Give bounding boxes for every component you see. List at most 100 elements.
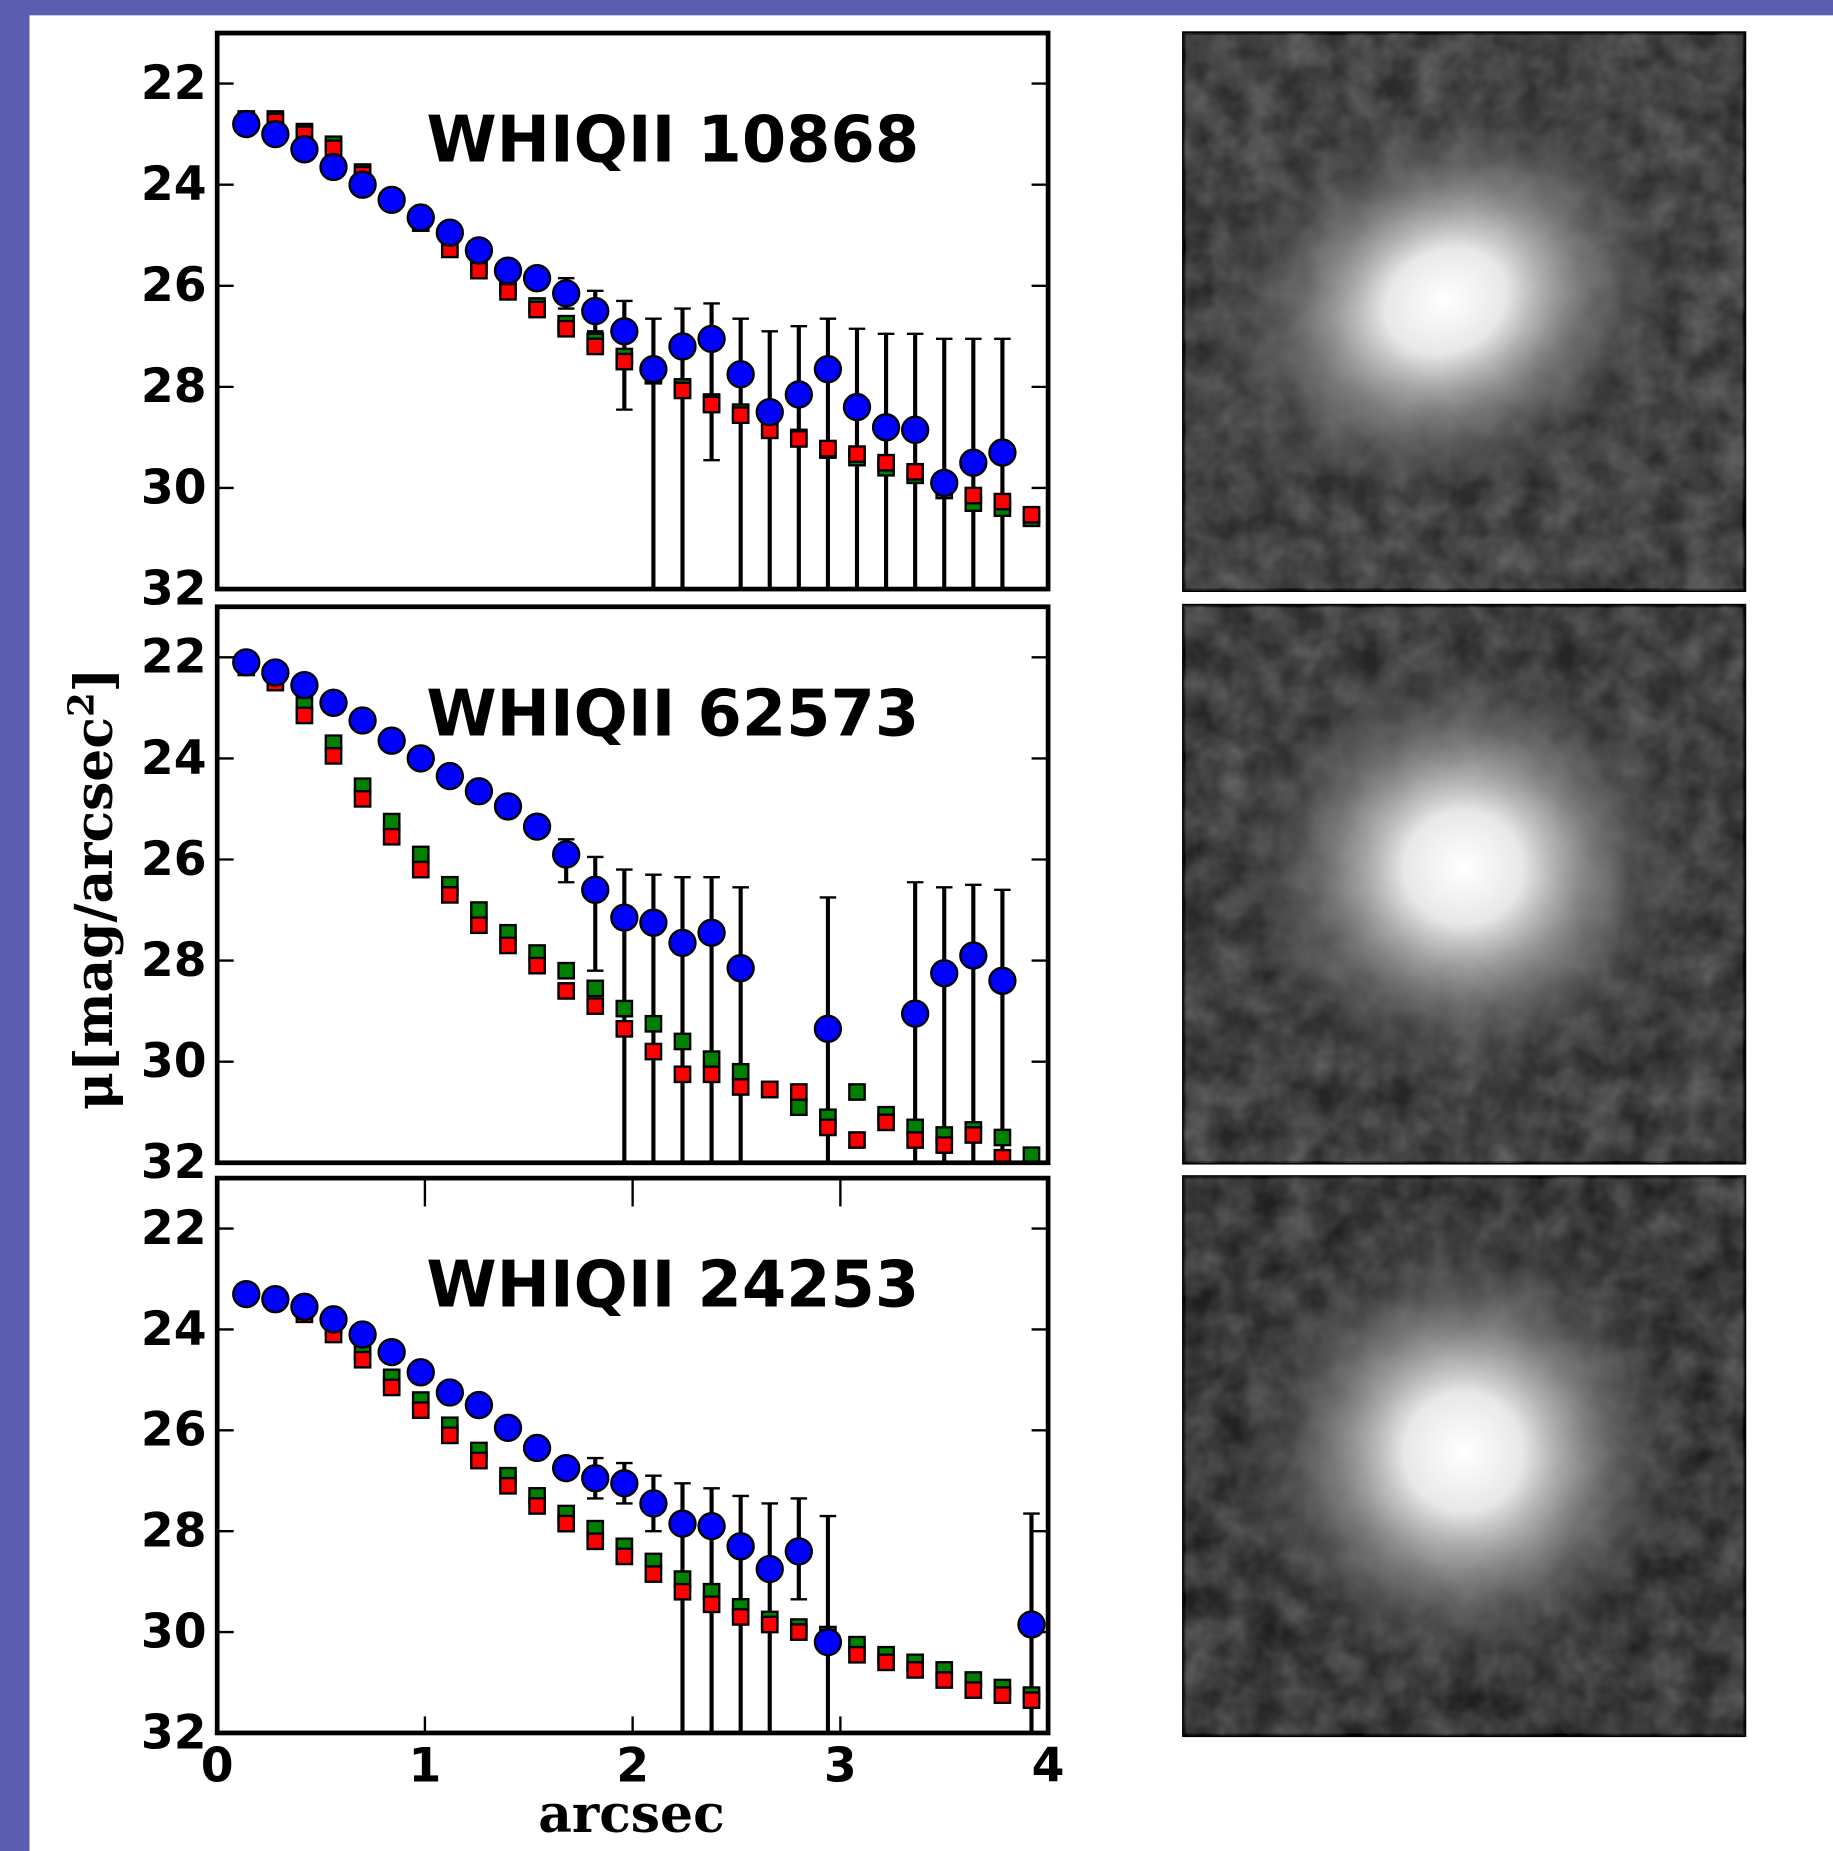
y-tick-label: 24 xyxy=(141,157,207,212)
point xyxy=(842,392,872,422)
point xyxy=(470,1451,488,1470)
y-tick-label: 32 xyxy=(141,1705,207,1760)
error-bar xyxy=(877,332,895,590)
point xyxy=(470,916,488,935)
y-tick-label: 32 xyxy=(141,1135,207,1190)
point xyxy=(586,337,605,356)
error-bar xyxy=(761,330,779,590)
error-bar xyxy=(935,886,953,1163)
point xyxy=(702,1595,721,1614)
point xyxy=(731,406,750,425)
y-label-close: ] xyxy=(64,668,125,693)
point xyxy=(348,1320,377,1349)
point xyxy=(493,256,523,285)
point xyxy=(673,1032,692,1051)
point xyxy=(877,453,895,472)
point xyxy=(639,908,668,937)
point xyxy=(726,954,755,983)
plot-marks xyxy=(232,1279,1046,1733)
y-tick-label: 28 xyxy=(141,1504,207,1559)
point xyxy=(411,845,430,864)
point xyxy=(1022,1146,1041,1163)
point xyxy=(353,1350,372,1369)
point xyxy=(697,1511,726,1541)
x-tick-label: 1 xyxy=(408,1738,441,1793)
plot-area xyxy=(217,1178,1049,1733)
point xyxy=(557,982,576,1000)
point xyxy=(668,928,697,958)
point xyxy=(813,1014,843,1043)
point xyxy=(959,448,988,477)
point xyxy=(877,1653,895,1672)
point xyxy=(993,492,1012,511)
point xyxy=(499,936,517,955)
point xyxy=(610,1469,639,1498)
point xyxy=(615,1547,634,1566)
point xyxy=(848,445,866,463)
point xyxy=(464,1390,494,1420)
point xyxy=(673,381,692,400)
point xyxy=(673,1065,692,1084)
point xyxy=(993,1128,1012,1147)
point xyxy=(440,886,459,904)
point xyxy=(906,1131,925,1149)
point xyxy=(557,319,576,338)
point xyxy=(581,1464,610,1493)
point xyxy=(993,1148,1012,1163)
point xyxy=(552,279,581,308)
point xyxy=(382,812,401,831)
y-tick-label: 22 xyxy=(141,1201,207,1256)
point xyxy=(557,1514,576,1533)
point xyxy=(406,744,435,773)
y-tick-label: 30 xyxy=(141,460,207,515)
point xyxy=(930,959,959,988)
point xyxy=(411,860,430,879)
point xyxy=(871,413,901,442)
x-tick-label: 3 xyxy=(824,1738,857,1793)
error-bar xyxy=(790,325,808,590)
point xyxy=(731,1078,750,1096)
point xyxy=(499,1476,517,1495)
point xyxy=(731,1608,750,1626)
error-bar xyxy=(994,888,1011,1163)
point xyxy=(702,1050,721,1069)
error-bar xyxy=(906,332,924,590)
point xyxy=(440,1426,459,1445)
error-bar xyxy=(965,337,982,590)
point xyxy=(993,1686,1012,1704)
plot-area xyxy=(217,606,1049,1163)
galaxy-images xyxy=(1182,31,1747,1738)
point xyxy=(964,1126,983,1144)
point xyxy=(522,1433,552,1463)
y-axis-label: μ[mag/arcsec2] xyxy=(61,668,125,1110)
point xyxy=(702,1065,721,1084)
error-bar xyxy=(994,337,1011,590)
point xyxy=(470,261,488,280)
y-label-sup: 2 xyxy=(61,692,102,717)
point xyxy=(353,789,372,808)
error-bar xyxy=(819,1514,837,1733)
point xyxy=(668,332,697,361)
point xyxy=(906,462,925,481)
point xyxy=(324,747,343,765)
point xyxy=(935,1136,954,1154)
point xyxy=(906,1661,925,1679)
plot-area xyxy=(217,33,1049,590)
point xyxy=(552,840,581,869)
panel-title: WHIQII 24253 xyxy=(426,1249,919,1323)
point xyxy=(290,135,319,164)
point xyxy=(406,1358,435,1387)
point xyxy=(232,648,261,677)
point xyxy=(639,355,668,384)
point xyxy=(789,1623,808,1641)
point xyxy=(377,1337,406,1367)
y-tick-label: 24 xyxy=(141,1302,207,1357)
point xyxy=(528,1497,546,1515)
point xyxy=(615,352,634,371)
point xyxy=(586,997,605,1015)
y-tick-label: 24 xyxy=(141,731,207,786)
point xyxy=(789,1083,808,1101)
point xyxy=(935,1671,954,1689)
point xyxy=(848,1083,866,1101)
point xyxy=(1017,1610,1046,1639)
